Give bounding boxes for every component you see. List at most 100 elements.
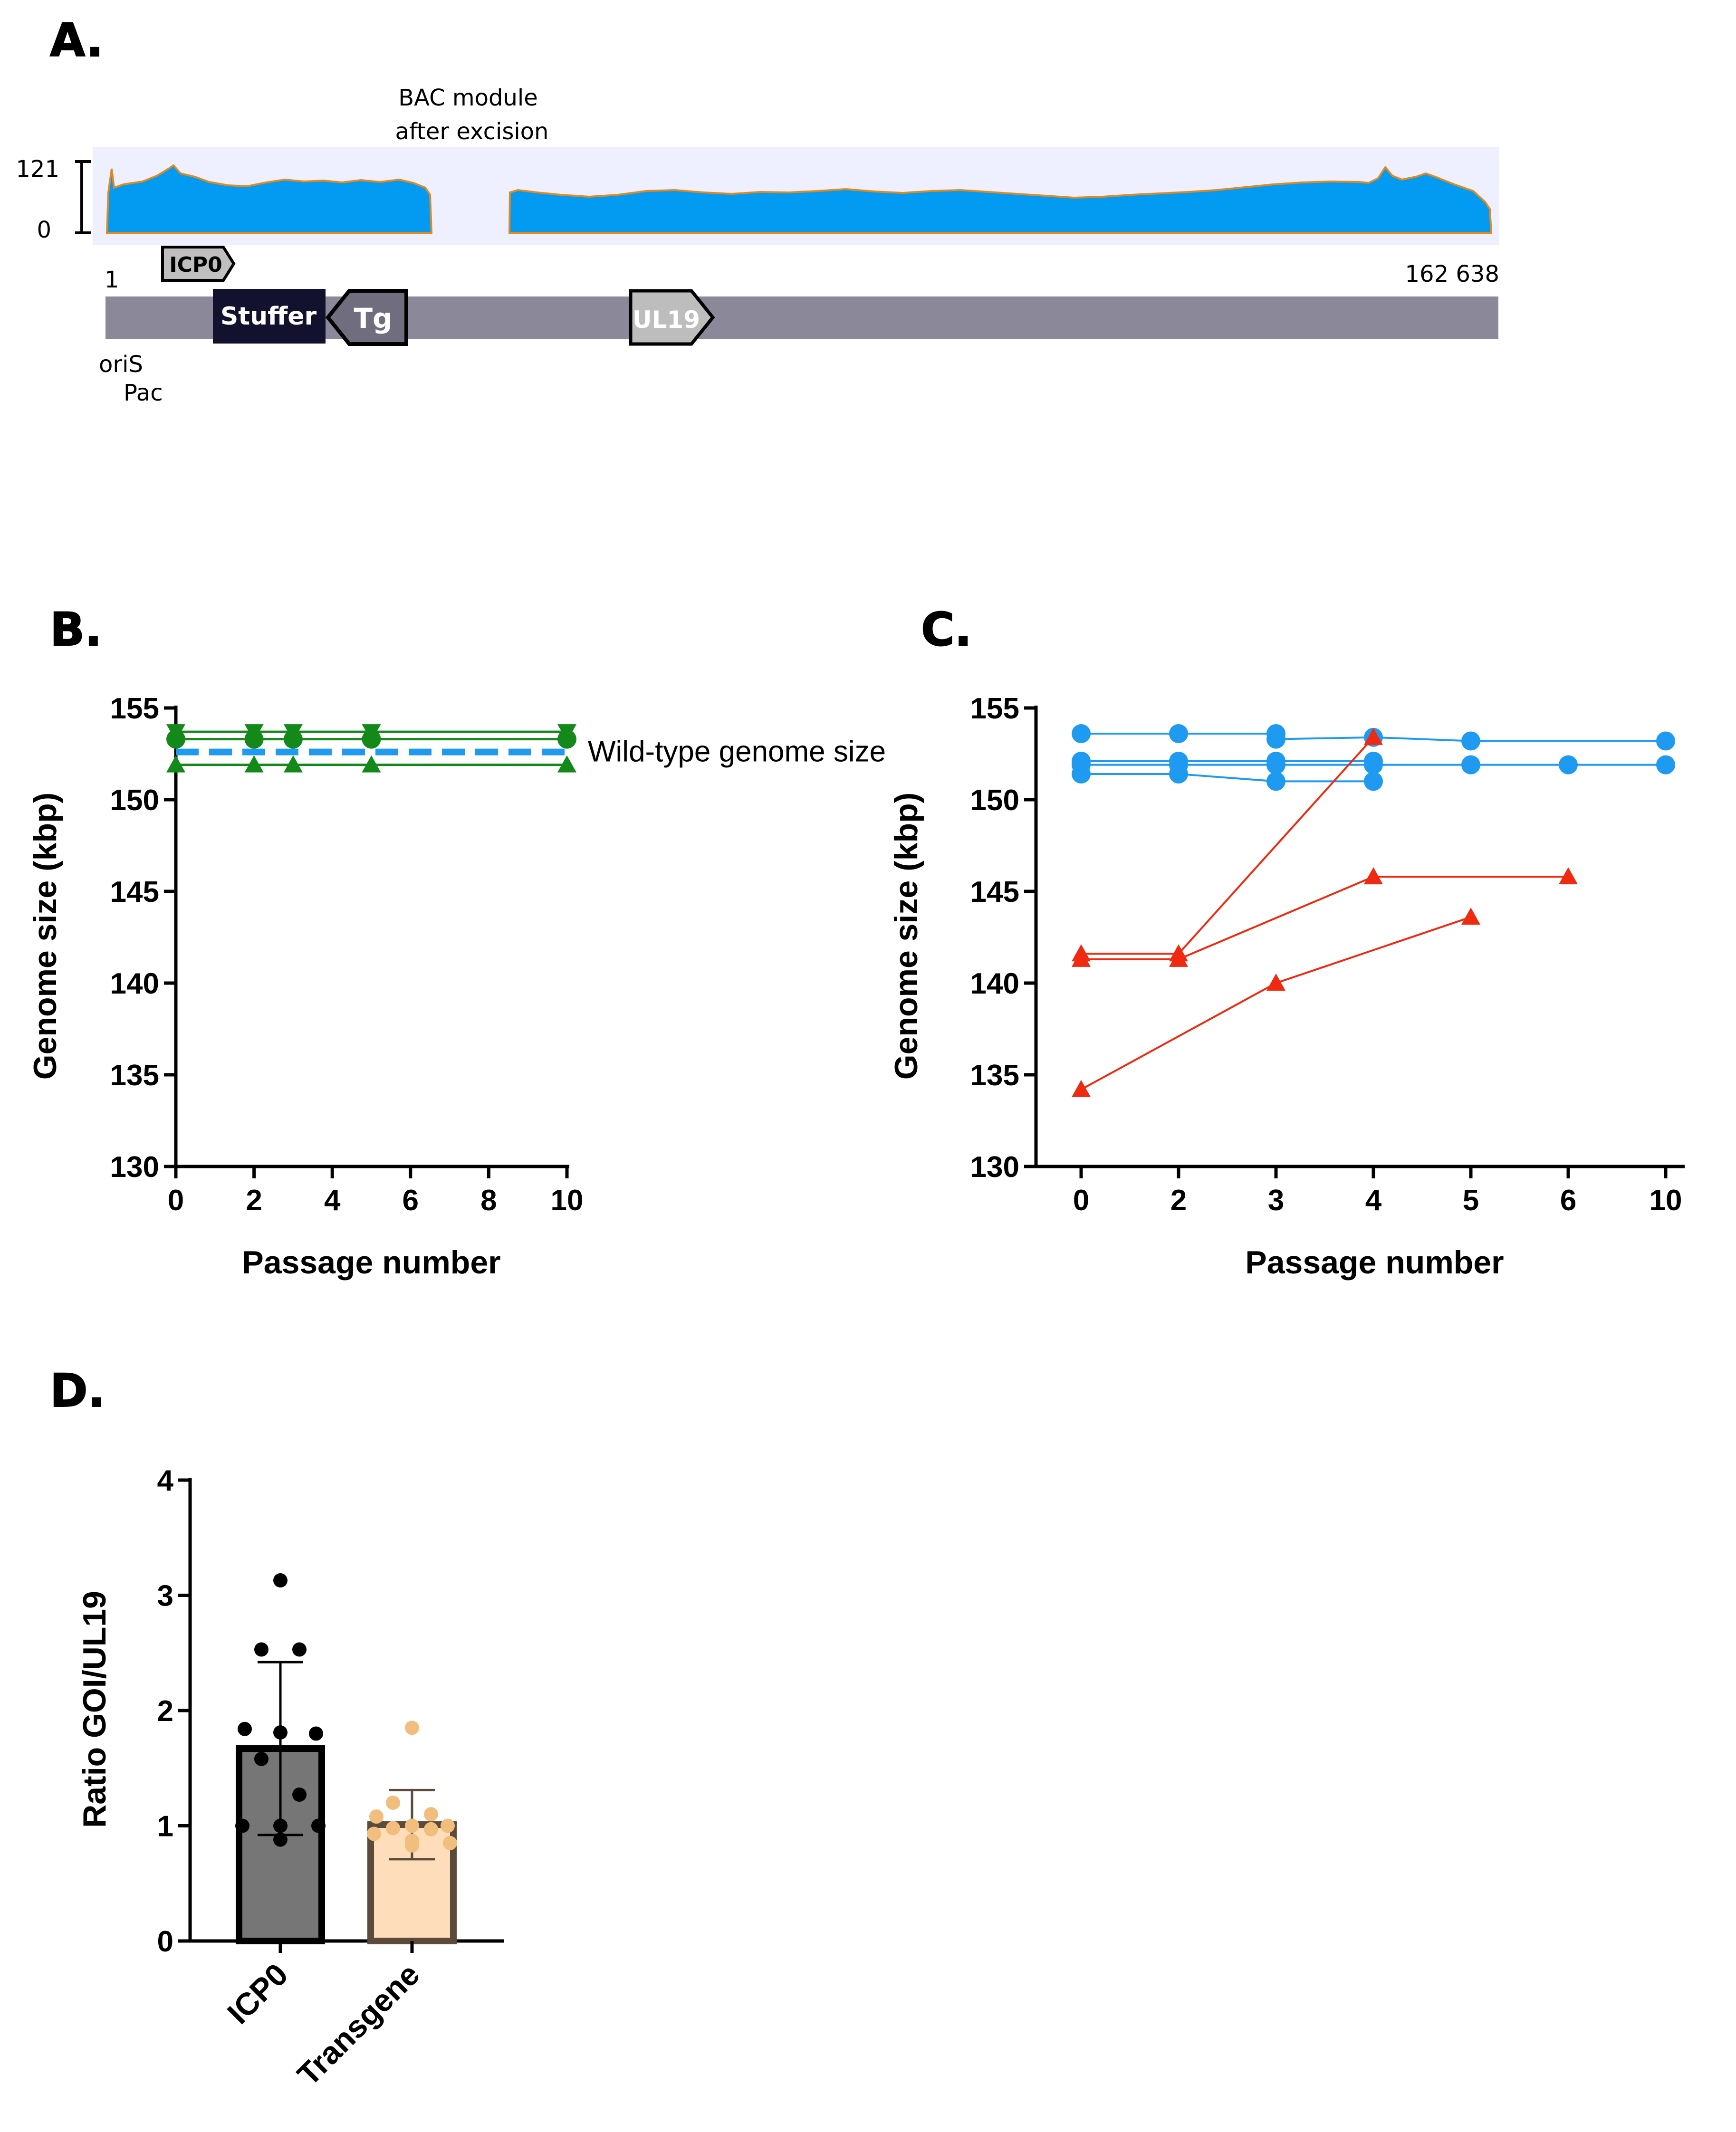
data-point — [254, 1751, 269, 1766]
coverage-profile-left — [106, 164, 433, 234]
data-point — [1266, 729, 1285, 749]
panel-label-c: C. — [921, 603, 972, 656]
data-point — [405, 1721, 419, 1735]
data-point — [1266, 772, 1285, 791]
panel-b: B. 130 135 140 145 150 155 Genome size (kbp) 0 2… — [27, 602, 886, 1281]
data-point — [386, 1796, 400, 1810]
x-tick-label: 5 — [1463, 1184, 1479, 1217]
data-point — [1266, 755, 1285, 774]
y-tick-label: 2 — [157, 1695, 173, 1728]
oris-label: oriS — [99, 351, 143, 378]
data-point — [1169, 764, 1188, 784]
data-point — [557, 729, 576, 749]
y-tick-label: 155 — [110, 692, 159, 725]
data-point — [292, 1788, 307, 1802]
series-line — [1081, 876, 1568, 960]
stuffer-label: Stuffer — [221, 302, 317, 331]
y-tick-label: 145 — [970, 876, 1019, 908]
data-point — [1559, 867, 1578, 885]
x-tick-label: 4 — [324, 1184, 341, 1217]
data-point — [441, 1818, 455, 1833]
data-point — [443, 1836, 457, 1850]
data-point — [283, 729, 303, 749]
data-point — [405, 1818, 419, 1833]
data-point — [166, 755, 185, 773]
data-point — [424, 1822, 438, 1836]
data-point — [311, 1818, 326, 1833]
x-tick-label: 2 — [1170, 1184, 1187, 1217]
y-tick-label: 140 — [110, 967, 159, 1000]
series-line — [1276, 736, 1666, 742]
y-tick-label: 155 — [970, 692, 1019, 725]
ul19-label: UL19 — [633, 306, 700, 334]
y-axis-title: Genome size (kbp) — [27, 793, 63, 1080]
data-point — [273, 1573, 288, 1587]
data-point — [292, 1642, 307, 1657]
y-tick-label: 140 — [970, 967, 1019, 1000]
data-point — [1559, 755, 1578, 774]
data-point — [424, 1807, 438, 1822]
y-tick-label: 3 — [157, 1580, 173, 1613]
panel-label-d: D. — [50, 1364, 105, 1417]
data-point — [1072, 1080, 1091, 1097]
panel-a: A. BAC module after excision 121 0 ICP0 … — [16, 13, 1500, 406]
transgene-label: Tg — [354, 302, 392, 335]
bac-module-label-2: after excision — [395, 118, 549, 145]
x-tick-label: 10 — [1650, 1184, 1682, 1217]
data-point — [369, 1809, 384, 1824]
y-tick-label: 130 — [110, 1151, 159, 1184]
stuffer-region — [213, 289, 326, 344]
x-tick-label: 4 — [1365, 1184, 1382, 1217]
panel-label-b: B. — [50, 603, 102, 656]
data-point — [367, 1826, 381, 1841]
series-line — [1081, 736, 1374, 955]
data-point — [244, 755, 264, 773]
x-axis-title: Passage number — [1245, 1244, 1504, 1281]
icp0-gene-label: ICP0 — [169, 253, 222, 277]
position-start-label: 1 — [105, 267, 119, 293]
panel-c: C. 130 135 140 145 150 155 Genome size (kbp) 0 2… — [888, 602, 1685, 1281]
x-tick-label: 3 — [1268, 1184, 1284, 1217]
position-end-label: 162 638 — [1405, 261, 1500, 287]
x-tick-label: 0 — [1073, 1184, 1089, 1217]
data-point — [1656, 755, 1675, 774]
data-point — [273, 1818, 288, 1833]
data-point — [283, 755, 303, 773]
data-point — [1364, 727, 1383, 745]
coverage-scale — [75, 160, 91, 234]
data-point — [1461, 731, 1480, 751]
data-point — [309, 1726, 323, 1741]
x-axis-title: Passage number — [242, 1244, 500, 1281]
data-point — [362, 729, 381, 749]
pac-label: Pac — [124, 380, 163, 406]
y-tick-label: 4 — [157, 1464, 174, 1497]
data-point — [1461, 755, 1480, 774]
y-tick-label: 130 — [970, 1151, 1019, 1184]
data-point — [273, 1725, 288, 1740]
x-tick-label: Transgene — [290, 1957, 426, 2093]
series-line — [1081, 916, 1471, 1090]
data-point — [362, 755, 381, 773]
coverage-max-label: 121 — [16, 156, 59, 182]
data-point — [1072, 764, 1091, 784]
transgene-region: Tg — [325, 289, 408, 346]
x-tick-label: 6 — [403, 1184, 419, 1217]
data-point — [405, 1838, 419, 1853]
data-point — [1072, 949, 1091, 967]
y-tick-label: 145 — [110, 876, 159, 908]
data-point — [166, 729, 185, 749]
x-tick-label: 10 — [551, 1184, 584, 1217]
series-line — [1081, 773, 1373, 783]
y-tick-label: 0 — [157, 1925, 173, 1958]
data-point — [235, 1818, 249, 1833]
data-point — [1656, 731, 1675, 751]
y-axis-title: Ratio GOI/UL19 — [77, 1591, 113, 1828]
data-point — [273, 1832, 288, 1847]
coverage-profile-right — [508, 165, 1493, 234]
x-tick-label: 8 — [480, 1184, 497, 1217]
data-point — [1364, 772, 1383, 791]
bac-module-label: BAC module — [398, 85, 538, 111]
